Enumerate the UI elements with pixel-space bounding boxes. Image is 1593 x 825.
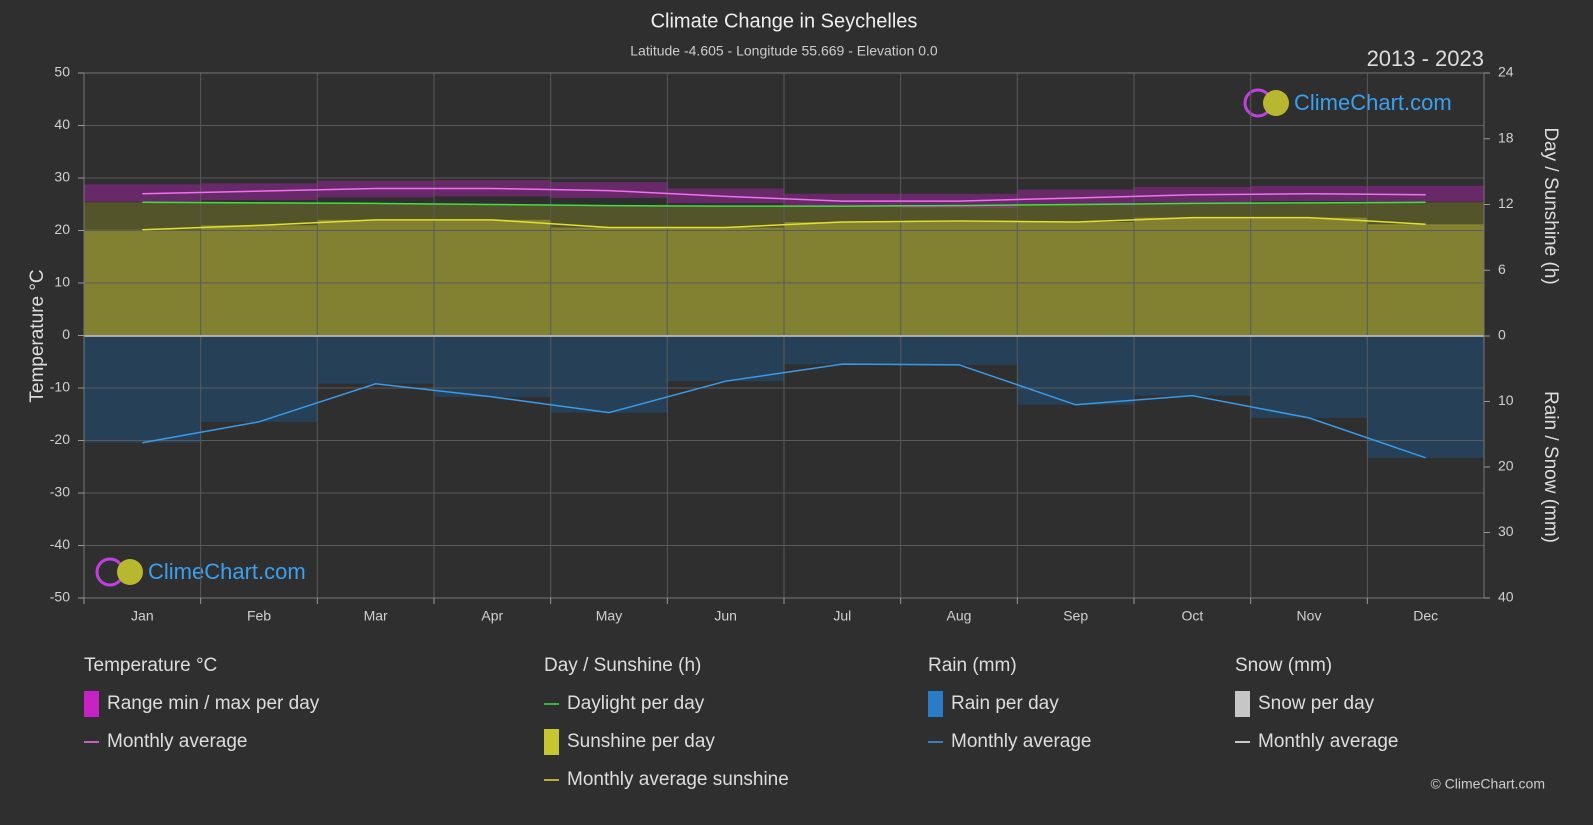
area-segment: [317, 219, 435, 336]
x-tick-label: Jan: [131, 608, 154, 624]
x-tick-label: Feb: [247, 608, 271, 624]
y3-tick-label: 10: [1498, 392, 1514, 408]
series-line: [142, 187, 1426, 202]
x-tick-label: Oct: [1181, 608, 1203, 624]
area-segment: [84, 336, 202, 443]
area-segment: [1367, 336, 1485, 458]
legend-title: Rain (mm): [928, 655, 1017, 676]
legend-title: Temperature °C: [84, 655, 217, 676]
x-tick-label: Jul: [833, 608, 851, 624]
area-segment: [317, 336, 435, 384]
area-segment: [200, 336, 318, 422]
area-segment: [434, 219, 552, 336]
y-tick-label: 40: [54, 116, 70, 132]
logo-top: ClimeChart.com: [1243, 88, 1452, 118]
series-line: [142, 201, 1426, 207]
y-tick-label: -40: [50, 536, 70, 552]
area-segment: [1134, 217, 1252, 336]
copyright: © ClimeChart.com: [1430, 776, 1545, 792]
area-segment: [1134, 336, 1252, 396]
x-tick-label: Jun: [714, 608, 737, 624]
period: 2013 - 2023: [1367, 46, 1484, 71]
y2-tick-label: 24: [1498, 64, 1514, 80]
area-segment: [1367, 224, 1485, 336]
area-segment: [1017, 222, 1135, 336]
legend-title: Day / Sunshine (h): [544, 655, 701, 676]
chart-title: Climate Change in Seychelles: [651, 10, 918, 32]
x-tick-label: Dec: [1413, 608, 1438, 624]
logo-sun: [1263, 90, 1289, 116]
temperature-range: [784, 193, 902, 207]
legend-label: Sunshine per day: [567, 731, 715, 752]
area-segment: [667, 336, 785, 382]
x-tick-label: May: [596, 608, 622, 624]
y-tick-label: -30: [50, 484, 70, 500]
y3-tick-label: 40: [1498, 589, 1514, 605]
area-segment: [434, 336, 552, 397]
y-tick-label: -20: [50, 431, 70, 447]
y-axis-label: Temperature °C: [27, 269, 48, 402]
legend-swatch: [1235, 691, 1250, 717]
y-tick-label: 30: [54, 169, 70, 185]
series-line: [142, 363, 1426, 459]
legend-label: Monthly average: [951, 731, 1091, 752]
legend-label: Range min / max per day: [107, 693, 320, 714]
logo-sun: [117, 559, 143, 585]
legend-label: Monthly average sunshine: [567, 769, 789, 790]
temperature-range: [84, 184, 202, 202]
area-segment: [1250, 336, 1368, 418]
plot-area: [84, 180, 1485, 458]
area-segment: [900, 220, 1018, 336]
area-segment: [667, 227, 785, 336]
y-tick-label: 10: [54, 274, 70, 290]
area-segment: [1250, 217, 1368, 336]
y-tick-label: -10: [50, 379, 70, 395]
area-segment: [784, 336, 902, 365]
y-tick-label: 0: [62, 326, 70, 342]
y3-tick-label: 30: [1498, 523, 1514, 539]
legend-label: Rain per day: [951, 693, 1059, 714]
y2-axis-label: Day / Sunshine (h): [1540, 127, 1561, 284]
x-tick-label: Apr: [481, 608, 503, 624]
y3-tick-label: 20: [1498, 458, 1514, 474]
legend-label: Monthly average: [107, 731, 247, 752]
watermark: ClimeChart.com: [148, 559, 306, 584]
x-tick-label: Aug: [947, 608, 972, 624]
temperature-range: [1367, 185, 1485, 202]
area-segment: [550, 336, 668, 413]
y-tick-label: 50: [54, 64, 70, 80]
chart-subtitle: Latitude -4.605 - Longitude 55.669 - Ele…: [630, 43, 938, 59]
x-tick-label: Nov: [1297, 608, 1322, 624]
legend-swatch: [544, 729, 559, 755]
watermark: ClimeChart.com: [1294, 90, 1452, 115]
legend-swatch: [84, 691, 99, 717]
area-segment: [784, 222, 902, 336]
area-segment: [550, 227, 668, 336]
legend-label: Monthly average: [1258, 731, 1398, 752]
y2-tick-label: 0: [1498, 327, 1506, 343]
logo-bottom: ClimeChart.com: [95, 557, 306, 587]
area-segment: [200, 225, 318, 336]
y2-tick-label: 18: [1498, 129, 1514, 145]
legend-label: Snow per day: [1258, 693, 1375, 714]
area-segment: [1017, 336, 1135, 405]
series-line: [142, 216, 1426, 231]
y-tick-label: -50: [50, 589, 70, 605]
y3-axis-label: Rain / Snow (mm): [1540, 391, 1561, 543]
y-tick-label: 20: [54, 221, 70, 237]
x-tick-label: Sep: [1063, 608, 1088, 624]
legend-title: Snow (mm): [1235, 655, 1332, 676]
y2-tick-label: 6: [1498, 261, 1506, 277]
area-segment: [900, 336, 1018, 365]
x-tick-label: Mar: [364, 608, 388, 624]
legend-swatch: [928, 691, 943, 717]
legend-label: Daylight per day: [567, 693, 705, 714]
y2-tick-label: 12: [1498, 195, 1514, 211]
